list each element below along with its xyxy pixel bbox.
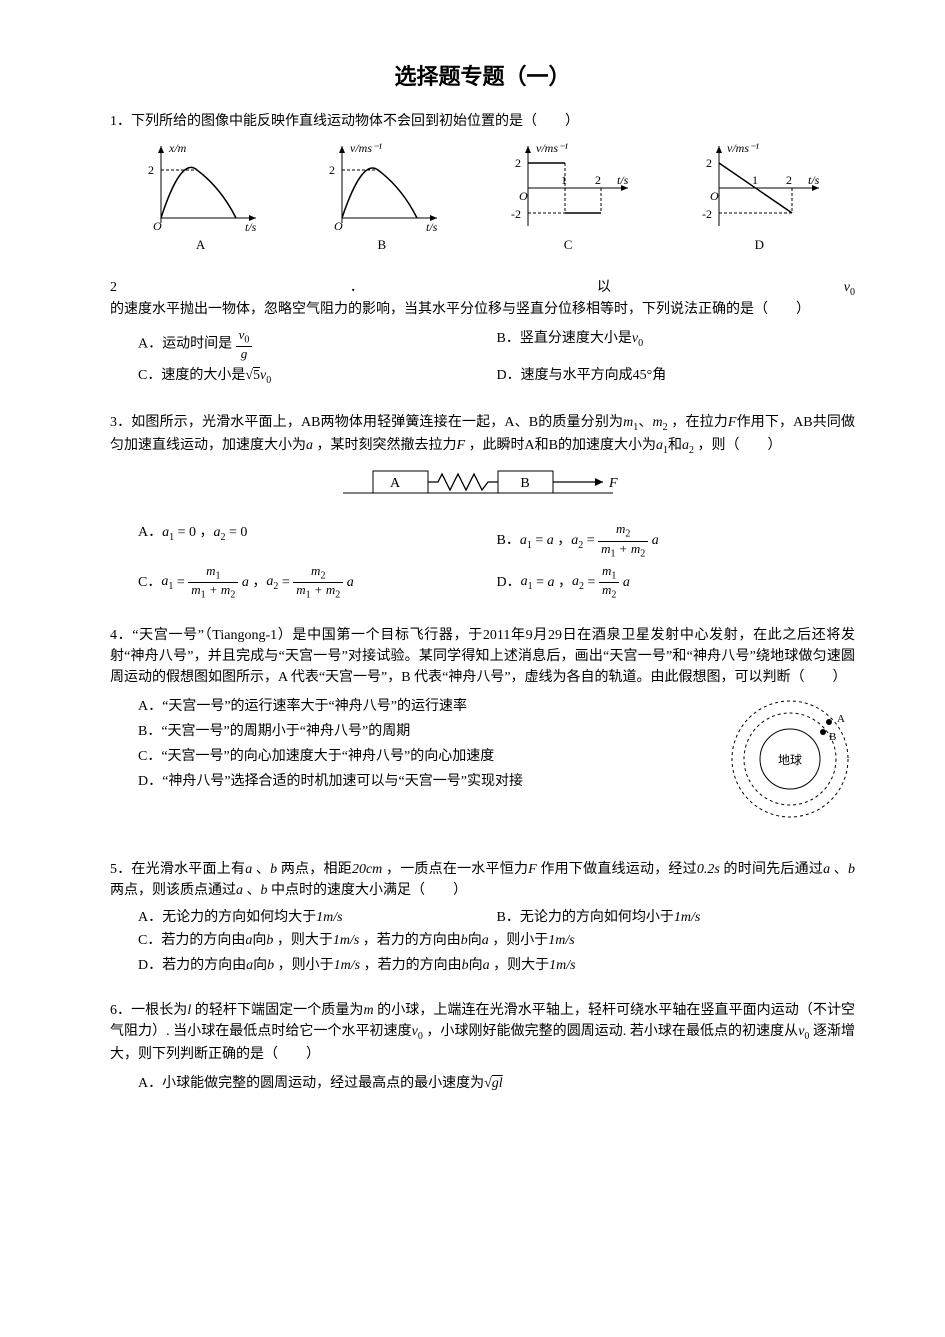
q2-opt-b: B．竖直分速度大小是v0 [497, 326, 856, 363]
page-title: 选择题专题（一） [110, 60, 855, 93]
svg-text:O: O [334, 219, 343, 233]
question-3: 3．如图所示，光滑水平面上，AB两物体用轻弹簧连接在一起，A、B的质量分别为m1… [110, 412, 855, 603]
q6-options: A．小球能做完整的圆周运动，经过最高点的最小速度为√gl [110, 1071, 855, 1096]
q2-opt-a: A．运动时间是 v0g [138, 326, 497, 363]
q1-graph-d: v/ms⁻¹ t/s 2 -2 1 2 O D [694, 138, 824, 255]
svg-text:2: 2 [329, 163, 335, 177]
svg-text:O: O [519, 189, 528, 203]
svg-text:2: 2 [706, 156, 712, 170]
q3-opt-c: C．a1 = m1m1 + m2 a ，a2 = m2m1 + m2 a [138, 562, 497, 603]
svg-text:B: B [829, 731, 836, 743]
q2-stem: 2．以v0的速度水平抛出一物体，忽略空气阻力的影响，当其水平分位移与竖直分位移相… [110, 277, 855, 321]
svg-text:v/ms⁻¹: v/ms⁻¹ [536, 141, 568, 155]
q3-stem: 3．如图所示，光滑水平面上，AB两物体用轻弹簧连接在一起，A、B的质量分别为m1… [110, 412, 855, 458]
q5-opt-c: C．若力的方向由a向b ，则大于1m/s ，若力的方向由b向a ，则小于1m/s [110, 928, 855, 953]
q1-graph-a: x/m t/s 2 O A [141, 138, 261, 255]
svg-text:v/ms⁻¹: v/ms⁻¹ [350, 141, 382, 155]
q1-label-a: A [141, 235, 261, 255]
svg-text:t/s: t/s [617, 173, 629, 187]
svg-text:1: 1 [752, 173, 758, 187]
q5-opt-d: D．若力的方向由a向b ，则小于1m/s ，若力的方向由b向a ，则大于1m/s [110, 953, 855, 978]
q5-stem: 5．在光滑水平面上有a 、b 两点，相距20cm ，一质点在一水平恒力F 作用下… [110, 859, 855, 901]
q1-label-c: C [503, 235, 633, 255]
svg-text:t/s: t/s [808, 173, 820, 187]
q2-options: A．运动时间是 v0g B．竖直分速度大小是v0 C．速度的大小是√5v0 D．… [110, 326, 855, 390]
q3-options: A．a1 = 0 ，a2 = 0 B．a1 = a ，a2 = m2m1 + m… [110, 520, 855, 602]
question-4: 4．“天宫一号”（Tiangong-1）是中国第一个目标飞行器，于2011年9月… [110, 625, 855, 837]
q1-graph-c: v/ms⁻¹ t/s 2 -2 1 2 O C [503, 138, 633, 255]
svg-text:-2: -2 [702, 207, 712, 221]
svg-text:1: 1 [561, 173, 567, 187]
svg-text:B: B [520, 476, 529, 491]
svg-text:A: A [389, 476, 400, 491]
svg-text:-2: -2 [511, 207, 521, 221]
q5-opt-a: A．无论力的方向如何均大于1m/s [138, 907, 497, 928]
q1-graphs: x/m t/s 2 O A v/ms⁻¹ t/s 2 O [110, 138, 855, 255]
question-6: 6．一根长为l 的轻杆下端固定一个质量为m 的小球，上端连在光滑水平轴上，轻杆可… [110, 1000, 855, 1096]
q4-figure: 地球 A B [725, 694, 855, 831]
q1-stem: 1．下列所给的图像中能反映作直线运动物体不会回到初始位置的是（ ） [110, 111, 855, 132]
svg-text:t/s: t/s [245, 220, 257, 233]
q2-opt-d: D．速度与水平方向成45°角 [497, 363, 856, 390]
q6-stem: 6．一根长为l 的轻杆下端固定一个质量为m 的小球，上端连在光滑水平轴上，轻杆可… [110, 1000, 855, 1065]
q5-options: A．无论力的方向如何均大于1m/s B．无论力的方向如何均小于1m/s C．若力… [110, 907, 855, 978]
q1-label-d: D [694, 235, 824, 255]
svg-text:v/ms⁻¹: v/ms⁻¹ [727, 141, 759, 155]
q4-stem: 4．“天宫一号”（Tiangong-1）是中国第一个目标飞行器，于2011年9月… [110, 625, 855, 688]
svg-text:2: 2 [148, 163, 154, 177]
question-1: 1．下列所给的图像中能反映作直线运动物体不会回到初始位置的是（ ） x/m t/… [110, 111, 855, 255]
svg-text:O: O [153, 219, 162, 233]
svg-text:O: O [710, 189, 719, 203]
q3-opt-a: A．a1 = 0 ，a2 = 0 [138, 520, 497, 561]
svg-text:x/m: x/m [168, 141, 187, 155]
svg-text:地球: 地球 [778, 753, 802, 767]
svg-text:A: A [837, 713, 845, 725]
svg-text:F: F [608, 476, 618, 491]
q6-opt-a: A．小球能做完整的圆周运动，经过最高点的最小速度为√gl [110, 1071, 855, 1096]
q3-opt-d: D．a1 = a ，a2 = m1m2 a [497, 562, 856, 603]
q5-opt-b: B．无论力的方向如何均小于1m/s [497, 907, 856, 928]
svg-text:2: 2 [786, 173, 792, 187]
q1-label-b: B [322, 235, 442, 255]
q1-graph-b: v/ms⁻¹ t/s 2 O B [322, 138, 442, 255]
question-5: 5．在光滑水平面上有a 、b 两点，相距20cm ，一质点在一水平恒力F 作用下… [110, 859, 855, 978]
q3-opt-b: B．a1 = a ，a2 = m2m1 + m2 a [497, 520, 856, 561]
q2-opt-c: C．速度的大小是√5v0 [138, 363, 497, 390]
q3-figure: A B F [110, 463, 855, 510]
question-2: 2．以v0的速度水平抛出一物体，忽略空气阻力的影响，当其水平分位移与竖直分位移相… [110, 277, 855, 390]
svg-text:2: 2 [515, 156, 521, 170]
svg-text:t/s: t/s [426, 220, 438, 233]
svg-text:2: 2 [595, 173, 601, 187]
